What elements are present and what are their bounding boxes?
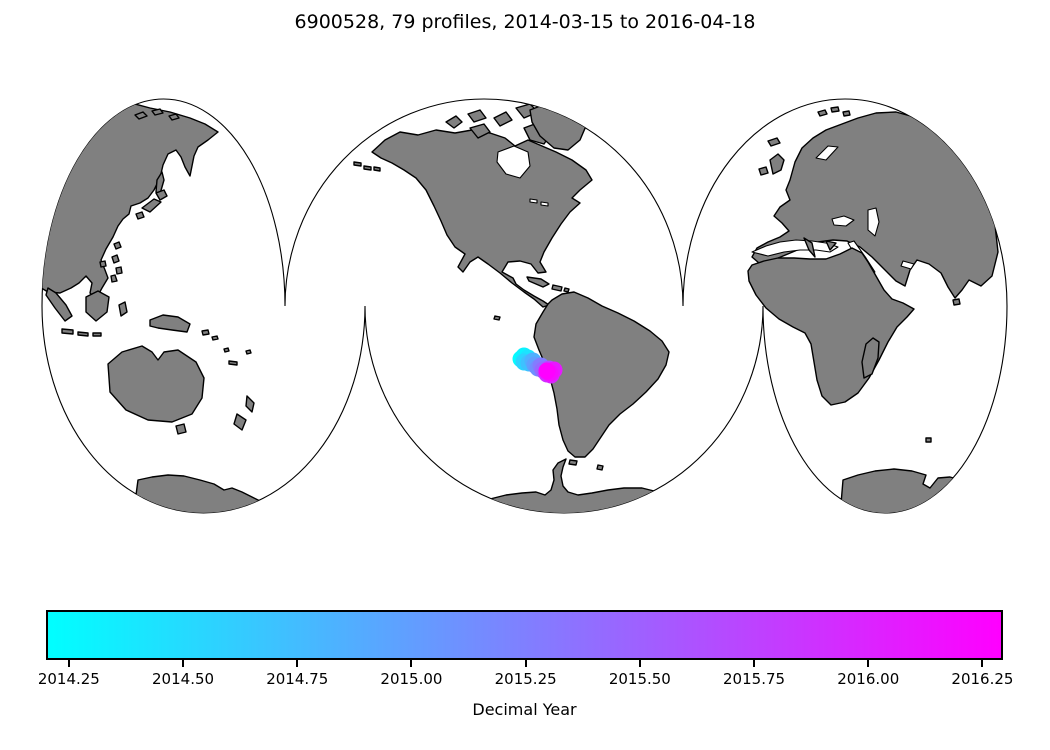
hudson-bay <box>496 145 531 179</box>
land-sri-lanka <box>952 298 961 306</box>
colorbar-tick-label: 2015.75 <box>723 670 786 688</box>
colorbar-tick-label: 2016.00 <box>837 670 900 688</box>
colorbar-tick-label: 2014.75 <box>266 670 329 688</box>
profile-point <box>538 362 556 380</box>
plot-title: 6900528, 79 profiles, 2014-03-15 to 2016… <box>294 11 756 33</box>
colorbar-tick <box>638 660 641 667</box>
land-java <box>61 328 102 337</box>
colorbar-tick-label: 2015.25 <box>494 670 557 688</box>
continents <box>42 99 999 513</box>
profile-scatter <box>512 347 563 384</box>
land-philippines <box>110 254 123 283</box>
colorbar-tick <box>410 660 413 667</box>
land-borneo <box>85 290 110 322</box>
land-galapagos <box>493 315 501 321</box>
great-lakes <box>529 198 549 207</box>
land-south-america <box>533 291 670 458</box>
land-tierra-del-fuego <box>568 459 578 466</box>
colorbar-tick <box>182 660 185 667</box>
land-antarctica-west <box>129 474 285 513</box>
colorbar-axis-label: Decimal Year <box>472 700 577 719</box>
land-falklands <box>596 464 604 471</box>
colorbar-tick <box>867 660 870 667</box>
land-new-guinea <box>149 314 191 333</box>
land-north-america <box>371 129 593 308</box>
colorbar-tick-label: 2015.00 <box>380 670 443 688</box>
colorbar-tick <box>981 660 984 667</box>
map-outline <box>41 98 1008 514</box>
land-iceland <box>767 137 781 147</box>
land-kerguelen <box>925 437 932 443</box>
land-britain <box>769 153 785 175</box>
land-antarctica-east <box>837 468 965 513</box>
colorbar-tick <box>296 660 299 667</box>
land-greece <box>825 240 837 251</box>
persian-gulf <box>900 260 915 270</box>
caspian-sea <box>867 207 880 237</box>
land-sulawesi <box>118 301 128 317</box>
colorbar-tick <box>753 660 756 667</box>
land-eurasia <box>751 111 999 299</box>
land-italy <box>803 237 816 258</box>
black-sea <box>831 215 855 227</box>
colorbar-tick <box>67 660 70 667</box>
mediterranean-sea <box>751 239 839 257</box>
colorbar-tick-label: 2014.50 <box>152 670 215 688</box>
land-japan <box>135 189 168 220</box>
land-taiwan-hainan <box>99 241 122 268</box>
land-siberian-islands <box>134 108 180 121</box>
land-sumatra <box>45 287 73 322</box>
land-antarctica-middle <box>467 458 671 513</box>
land-australia <box>107 345 205 423</box>
baltic-sea <box>815 145 839 161</box>
land-caribbean <box>526 276 584 305</box>
colorbar-tick <box>524 660 527 667</box>
land-pacific-islands <box>201 329 252 366</box>
colorbar <box>46 610 1003 660</box>
land-svalbard <box>817 106 851 117</box>
land-ireland <box>758 166 769 176</box>
land-tasmania <box>175 423 187 435</box>
colorbar-tick-label: 2016.25 <box>951 670 1014 688</box>
land-sakhalin <box>155 171 165 195</box>
colorbar-tick-label: 2014.25 <box>37 670 100 688</box>
land-aleutians <box>353 161 381 172</box>
land-madagascar <box>861 337 880 379</box>
land-new-zealand <box>233 395 255 431</box>
colorbar-tick-label: 2015.50 <box>608 670 671 688</box>
